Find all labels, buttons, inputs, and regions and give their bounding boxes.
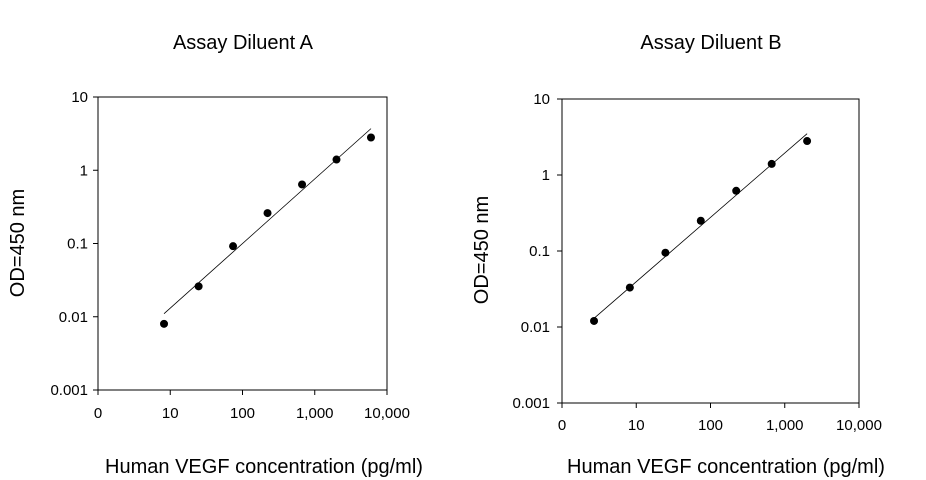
y-tick-label-a-0: 0.001 <box>50 382 88 399</box>
y-tick-label-b-1: 0.01 <box>521 319 550 336</box>
data-point-a-3 <box>263 209 272 218</box>
x-tick-label-a-4: 10,000 <box>364 405 410 422</box>
fit-line-b <box>593 133 808 319</box>
y-axis-label-a: OD=450 nm <box>7 189 29 297</box>
data-point-b-0 <box>590 316 599 325</box>
x-tick-label-b-2: 100 <box>698 417 723 434</box>
data-point-a-1 <box>194 282 203 291</box>
chart-panel-b: Assay Diluent B OD=450 nm Human VEGF con… <box>471 32 885 478</box>
y-tick-label-b-4: 10 <box>533 91 550 108</box>
x-axis-label-b: Human VEGF concentration (pg/ml) <box>567 456 885 478</box>
y-tick-label-b-2: 0.1 <box>529 243 550 260</box>
y-tick-label-a-3: 1 <box>80 162 88 179</box>
data-point-a-5 <box>332 155 341 164</box>
plot-frame-b <box>561 98 860 404</box>
x-tick-label-b-0: 0 <box>558 417 566 434</box>
x-tick-label-a-2: 100 <box>230 405 255 422</box>
x-tick-label-a-0: 0 <box>94 405 102 422</box>
data-point-b-4 <box>732 186 741 195</box>
data-point-a-6 <box>366 133 375 142</box>
y-tick-label-a-2: 0.1 <box>67 236 88 253</box>
y-axis-label-b: OD=450 nm <box>471 196 493 304</box>
y-tick-label-a-4: 10 <box>71 89 88 106</box>
marks-group-a <box>160 128 375 328</box>
x-tick-label-b-3: 1,000 <box>766 417 804 434</box>
data-point-b-1 <box>625 283 634 292</box>
x-tick-label-a-1: 10 <box>162 405 179 422</box>
y-tick-label-a-1: 0.01 <box>59 309 88 326</box>
chart-title-b: Assay Diluent B <box>640 32 781 54</box>
x-tick-label-a-3: 1,000 <box>296 405 334 422</box>
x-tick-label-b-1: 10 <box>628 417 645 434</box>
data-point-b-2 <box>661 248 670 257</box>
marks-group-b <box>590 133 812 325</box>
chart-panel-a: Assay Diluent A OD=450 nm Human VEGF con… <box>7 32 423 478</box>
data-point-a-4 <box>298 180 307 189</box>
data-point-b-5 <box>767 159 776 168</box>
data-point-b-6 <box>803 137 812 146</box>
chart-title-a: Assay Diluent A <box>173 32 314 54</box>
x-axis-label-a: Human VEGF concentration (pg/ml) <box>105 456 423 478</box>
x-tick-label-b-4: 10,000 <box>836 417 882 434</box>
data-point-b-3 <box>696 216 705 225</box>
y-tick-label-b-3: 1 <box>542 167 550 184</box>
data-point-a-2 <box>229 242 238 251</box>
data-point-a-0 <box>160 319 169 328</box>
y-tick-label-b-0: 0.001 <box>512 395 550 412</box>
